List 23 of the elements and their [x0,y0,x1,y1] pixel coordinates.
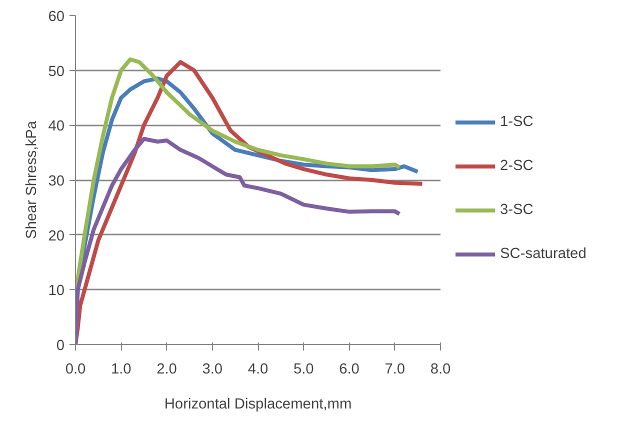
x-tick-label: 1.0 [110,362,132,378]
x-tick-label: 4.0 [248,362,268,378]
x-tick-label: 5.0 [293,362,314,378]
y-tick-label: 40 [48,118,65,135]
x-tick-label: 7.0 [384,362,406,378]
x-tick-label: 6.0 [339,362,360,378]
x-tick-label: 0.0 [65,362,86,378]
y-axis-title: Shear Shress,kPa [24,120,40,240]
legend-label: 1-SC [500,114,534,130]
x-tick-label: 2.0 [156,362,177,378]
y-tick-label: 10 [48,283,65,300]
x-axis-title: Horizontal Displacement,mm [164,396,352,412]
x-tick-label: 3.0 [202,362,223,378]
y-tick-label: 50 [48,64,65,80]
legend-label: 2-SC [500,158,534,174]
y-tick-label: 20 [48,228,65,244]
y-tick-label: 0 [56,338,65,354]
x-tick-label: 8.0 [430,362,451,378]
line-series [76,136,402,344]
legend-label: 3-SC [500,202,534,218]
y-tick-label: 30 [48,174,65,190]
legend-label: SC-saturated [500,246,586,262]
y-tick-label: 60 [48,9,65,25]
